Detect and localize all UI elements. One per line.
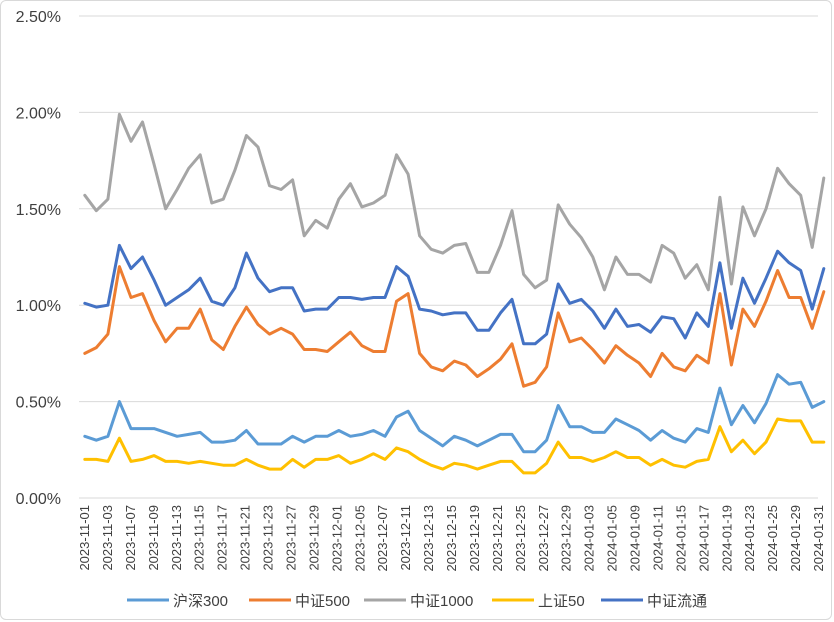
x-tick-label: 2023-12-11 [398,505,413,571]
x-tick-label: 2023-11-17 [215,505,230,571]
x-tick-label: 2023-12-01 [329,505,344,572]
x-tick-label: 2024-01-19 [719,505,734,572]
x-tick-label: 2023-11-09 [146,505,161,571]
x-tick-label: 2023-11-21 [238,505,253,571]
x-tick-label: 2024-01-09 [628,505,643,572]
x-tick-label: 2023-12-19 [467,505,482,572]
x-tick-label: 2023-12-21 [490,505,505,572]
x-tick-label: 2023-11-27 [283,505,298,571]
legend-label: 沪深300 [173,593,228,610]
x-tick-label: 2024-01-25 [765,505,780,572]
x-tick-label: 2023-12-15 [444,505,459,572]
y-tick-label: 0.50% [16,395,61,412]
x-tick-label: 2023-12-13 [421,505,436,572]
y-tick-label: 1.00% [16,298,61,315]
y-tick-label: 1.50% [16,202,61,219]
x-tick-label: 2023-11-03 [100,505,115,571]
y-tick-label: 2.00% [16,105,61,122]
y-tick-label: 0.00% [16,491,61,508]
legend-label: 中证流通 [647,593,707,610]
x-tick-label: 2023-12-05 [352,505,367,572]
x-tick-label: 2023-12-25 [513,505,528,572]
series-line-3 [83,112,826,292]
series-lines [83,112,826,475]
x-tick-label: 2024-01-23 [742,505,757,572]
x-tick-label: 2024-01-31 [811,505,826,572]
gridlines [79,15,818,499]
x-tick-label: 2024-01-11 [650,505,665,571]
x-tick-label: 2023-12-07 [375,505,390,572]
x-tick-label: 2023-11-15 [192,505,207,571]
x-tick-label: 2023-11-01 [77,505,92,571]
x-tick-label: 2024-01-05 [605,505,620,572]
x-tick-label: 2024-01-17 [696,505,711,572]
y-axis-labels: 0.00% 0.50% 1.00% 1.50% 2.00% 2.50% [16,9,61,508]
legend-label: 上证50 [538,593,585,610]
y-tick-label: 2.50% [16,9,61,26]
legend-label: 中证500 [295,593,350,610]
x-tick-label: 2023-12-27 [536,505,551,572]
series-line-4 [83,417,826,475]
series-line-5 [83,243,826,346]
legend-label: 中证1000 [410,593,473,610]
x-tick-label: 2023-11-29 [306,505,321,571]
series-line-2 [83,265,826,388]
x-tick-label: 2024-01-03 [582,505,597,572]
x-tick-label: 2023-11-23 [261,505,276,571]
x-tick-label: 2024-01-29 [788,505,803,572]
legend: 沪深300 中证500 中证1000 上证50 中证流通 [127,593,707,610]
x-tick-label: 2023-11-07 [123,505,138,571]
x-tick-label: 2023-12-29 [559,505,574,572]
series-line-1 [83,373,826,454]
x-tick-label: 2023-11-13 [169,505,184,571]
x-axis-labels: 2023-11-01 2023-11-03 2023-11-07 2023-11-09… [77,505,826,572]
x-tick-label: 2024-01-15 [673,505,688,572]
